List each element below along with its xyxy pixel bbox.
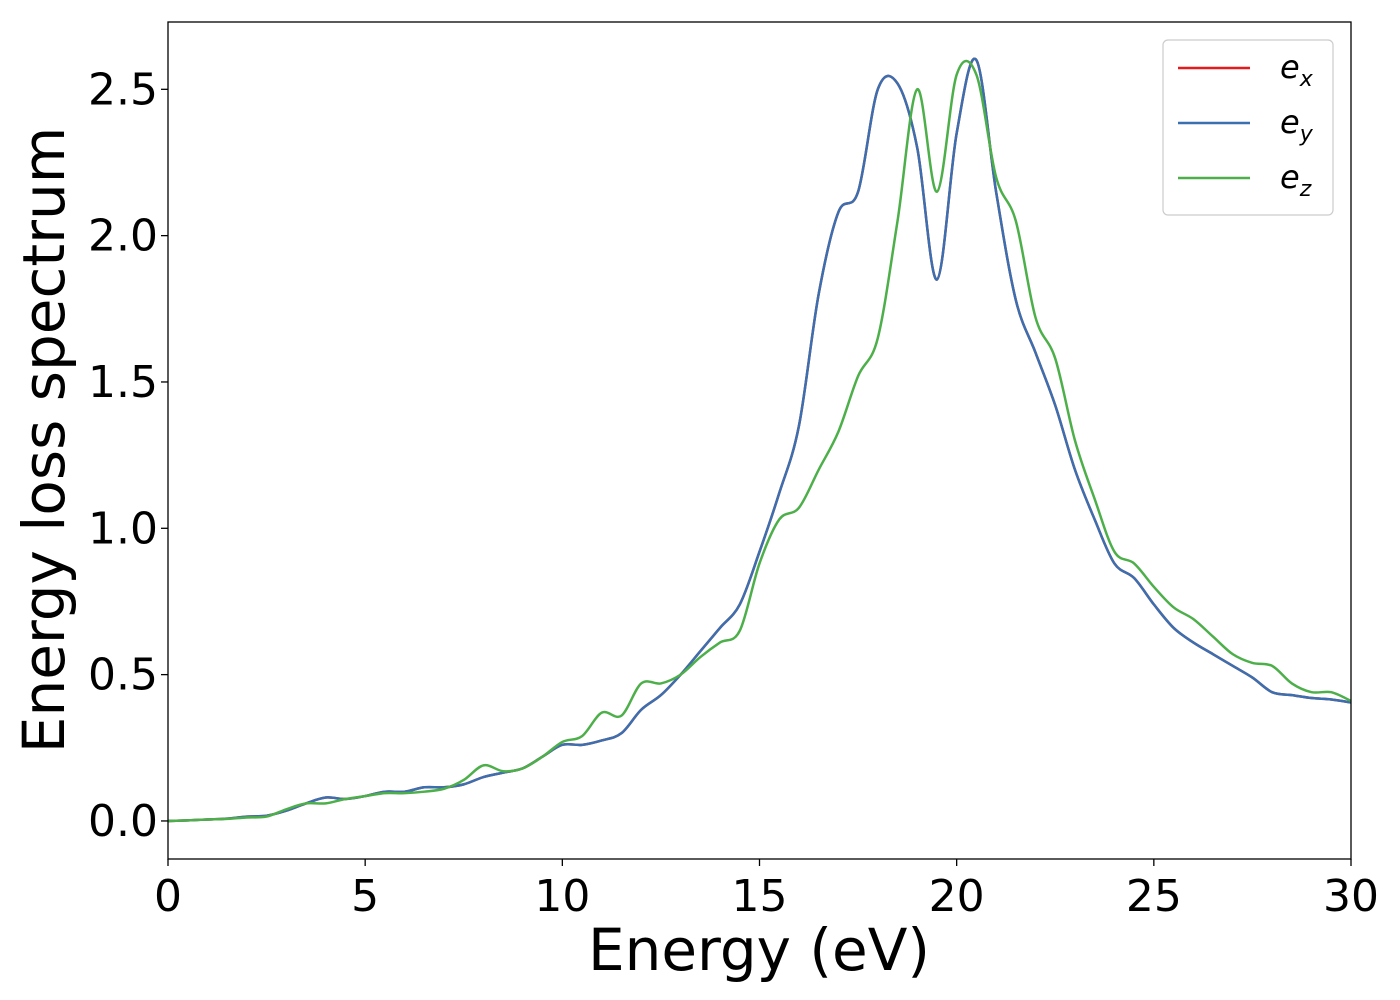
x-axis-ticks: 0 5 10 15 20 25 30 xyxy=(154,859,1379,922)
y-tick-label: 0.5 xyxy=(88,650,158,701)
y-tick-label: 2.5 xyxy=(88,64,158,115)
x-tick-label: 30 xyxy=(1323,871,1379,922)
x-tick-label: 10 xyxy=(534,871,590,922)
y-axis-ticks: 0.0 0.5 1.0 1.5 2.0 2.5 xyxy=(88,64,168,847)
x-tick-label: 15 xyxy=(732,871,788,922)
y-tick-label: 2.0 xyxy=(88,211,158,262)
legend-label-subscript: x xyxy=(1299,67,1314,92)
legend-label-subscript: y xyxy=(1299,122,1314,147)
series-layer xyxy=(167,57,1352,823)
x-tick-label: 0 xyxy=(154,871,182,922)
x-tick-label: 5 xyxy=(351,871,379,922)
y-tick-label: 0.0 xyxy=(88,796,158,847)
y-tick-label: 1.0 xyxy=(88,503,158,554)
y-axis-label: Energy loss spectrum xyxy=(10,127,78,753)
x-tick-label: 20 xyxy=(929,871,985,922)
x-tick-label: 25 xyxy=(1126,871,1182,922)
legend-label-subscript: z xyxy=(1299,177,1312,202)
y-tick-label: 1.5 xyxy=(88,357,158,408)
x-axis-label: Energy (eV) xyxy=(588,916,930,984)
series-line-ez xyxy=(167,59,1352,823)
legend-frame xyxy=(1162,39,1334,216)
